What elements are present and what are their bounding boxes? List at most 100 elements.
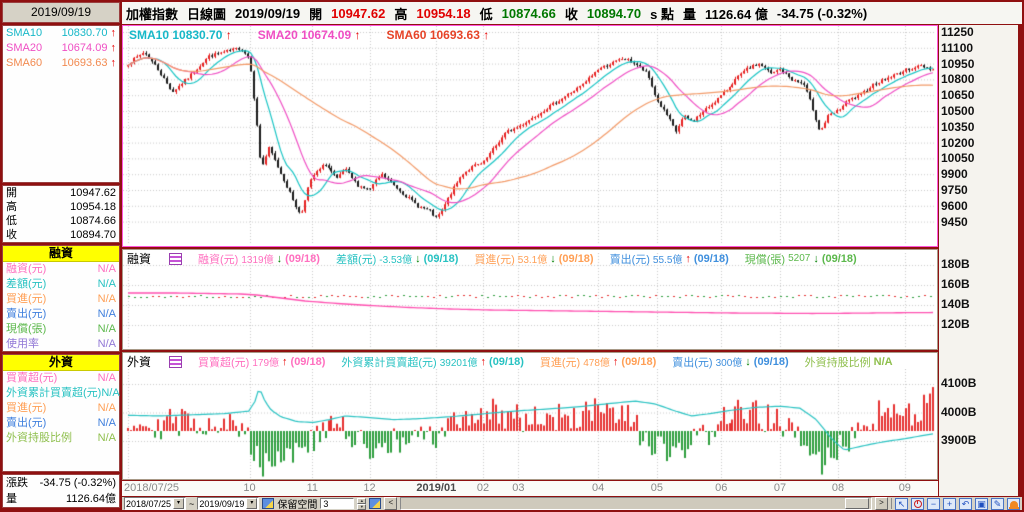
row-value: N/A [97, 323, 116, 335]
margin-panel[interactable]: 融資 融資(元) 1319億 ↓ (09/18) 差額(元) -3.53億 ↓ (09/18) 買… [122, 249, 938, 350]
range-end-select[interactable]: 2019/09/19 ▾ [197, 497, 260, 510]
ohlc-label: 低 [6, 214, 17, 227]
margin-section-title: 融資 [3, 246, 119, 262]
y-axis-label: 4100B [941, 376, 977, 390]
y-axis-label: 120B [941, 317, 970, 331]
legend-value: -3.53億 [379, 255, 413, 266]
legend-item: 買進(元) 478億 ↑ (09/18) [540, 354, 656, 370]
sidebar-data-row: 外資持股比例 N/A [3, 431, 119, 446]
y-axis-label: 180B [941, 257, 970, 271]
title-span: 量 [682, 6, 696, 22]
zoom-out-icon[interactable]: − [927, 497, 940, 510]
title-span: 加權指數 [126, 6, 179, 22]
legend-item: 外資持股比例 N/A [805, 354, 893, 370]
legend-value: N/A [873, 355, 893, 368]
row-value: N/A [97, 372, 116, 384]
sma-value: 10674.09 ↑ [61, 42, 116, 54]
up-arrow-icon: ↑ [612, 355, 619, 368]
bell-icon[interactable] [1007, 497, 1020, 510]
scroll-right-button[interactable]: > [875, 497, 888, 510]
main-candlestick-panel[interactable]: SMA10 10830.70 ↑ SMA20 10674.09 ↑ SMA60 10… [122, 25, 938, 247]
panel-list-icon[interactable] [169, 252, 183, 265]
sma-value: 10830.70 ↑ [61, 27, 116, 39]
legend-label: 現償(張) [744, 253, 786, 266]
sidebar-data-row: 融資(元) N/A [3, 262, 119, 277]
legend-item: 外資累計買賣超(元) 39201億 ↑ (09/18) [341, 354, 524, 370]
ohlc-row: 開 10947.62 [3, 186, 119, 200]
down-arrow-icon: ↓ [550, 252, 556, 265]
y-axis-label: 3900B [941, 433, 977, 447]
apply-tool-icon[interactable] [369, 498, 382, 509]
legend-date: (09/18) [753, 355, 789, 368]
legend-label: 外資累計買賣超(元) [341, 356, 437, 369]
row-value: N/A [97, 338, 116, 350]
change-value: -34.75 (-0.32%) [39, 476, 116, 489]
y-axis-label: 10950 [941, 56, 975, 71]
row-label: 融資(元) [6, 263, 47, 275]
legend-date: (09/18) [423, 252, 459, 265]
foreign-canvas[interactable] [123, 369, 936, 479]
x-axis-label: 12 [363, 482, 376, 494]
y-axis-label: 4000B [941, 404, 977, 419]
sidebar-foreign-box: 外資 買賣超(元) N/A 外資累計買賣超(元) N/A 買進(元) N/A 賣出(元) N/… [2, 354, 120, 472]
range-tilde: ~ [189, 498, 195, 509]
legend-item: 現償(張) 5207 ↓ (09/18) [745, 251, 857, 267]
up-arrow-icon: ↑ [685, 252, 691, 265]
foreign-panel-legend: 外資 買賣超(元) 179億 ↑ (09/18) 外資累計買賣超(元) 39201億 ↑ (09… [127, 354, 893, 369]
chevron-down-icon[interactable]: ▾ [246, 498, 258, 509]
title-span: 10874.66 [501, 5, 556, 21]
undo-icon[interactable]: ↶ [959, 497, 972, 510]
keep-space-stepper[interactable]: ▲ ▼ [357, 498, 367, 510]
x-axis-label: 08 [831, 482, 845, 494]
pencil-icon[interactable]: ✎ [991, 497, 1004, 510]
sidebar-date-box[interactable]: 2019/09/19 [2, 2, 120, 23]
row-label: 賣出(元) [6, 417, 47, 429]
range-start-select[interactable]: 2018/07/25 ▾ [124, 497, 187, 510]
scroll-left-button[interactable]: < [384, 497, 398, 510]
row-label: 差額(元) [6, 278, 47, 290]
down-arrow-icon: ↓ [745, 355, 751, 368]
x-axis-label: 09 [898, 482, 911, 494]
panel-list-icon[interactable] [169, 355, 183, 368]
sma-rows: SMA10 10830.70 ↑ SMA20 10674.09 ↑ SMA60 10693… [3, 26, 119, 71]
legend-label: 買進(元) [539, 356, 581, 369]
row-value: N/A [97, 293, 116, 305]
change-label: 漲跌 [6, 476, 28, 489]
legend-value: 55.5億 [652, 255, 683, 266]
chevron-down-icon[interactable]: ▾ [173, 498, 185, 509]
title-span: 日線圖 [187, 6, 227, 22]
zoom-in-icon[interactable]: + [943, 497, 956, 510]
y-axis-label: 9600 [941, 198, 968, 213]
clock-icon[interactable] [911, 497, 924, 510]
y-axis-label: 10500 [941, 103, 975, 118]
title-span: 2019/09/19 [235, 5, 301, 21]
sma-label: SMA60 [6, 57, 43, 69]
margin-canvas[interactable] [123, 253, 936, 349]
y-axis-label: 9900 [941, 167, 968, 182]
up-arrow-icon: ↑ [282, 355, 288, 368]
y-axis-label: 10050 [941, 151, 975, 166]
legend-item: 賣出(元) 300億 ↓ (09/18) [672, 354, 788, 370]
pointer-tool-icon[interactable]: ↖ [895, 497, 908, 510]
x-axis-label: 04 [591, 482, 605, 494]
y-axis-label: 11100 [941, 40, 974, 55]
scrollbar-thumb[interactable] [845, 498, 869, 509]
legend-item: 買進(元) 53.1億 ↓ (09/18) [474, 251, 593, 267]
foreign-panel[interactable]: 外資 買賣超(元) 179億 ↑ (09/18) 外資累計買賣超(元) 39201億 ↑ (09… [122, 352, 938, 480]
refresh-tool-icon[interactable] [262, 498, 275, 509]
keep-space-input[interactable]: 3 [320, 498, 355, 509]
sidebar-ohlc-box: 開 10947.62 高 10954.18 低 10874.66 收 10894.70 [2, 185, 120, 243]
y-axis-label: 10800 [941, 72, 975, 87]
sidebar-data-row: 賣出(元) N/A [3, 307, 119, 322]
window-icon[interactable]: ▣ [975, 497, 988, 510]
legend-label: 賣出(元) [609, 253, 650, 266]
candlestick-canvas[interactable] [123, 26, 936, 245]
legend-label: 差額(元) [335, 253, 377, 266]
volume-label: 量 [6, 492, 17, 505]
y-axis-label: 10350 [941, 119, 975, 134]
legend-item: 差額(元) -3.53億 ↓ (09/18) [336, 251, 458, 267]
time-scrollbar[interactable] [400, 497, 872, 510]
y-axis-label: 160B [941, 277, 970, 291]
y-axis-label: 11250 [941, 25, 974, 39]
x-axis-label: 2019/01 [416, 482, 457, 494]
